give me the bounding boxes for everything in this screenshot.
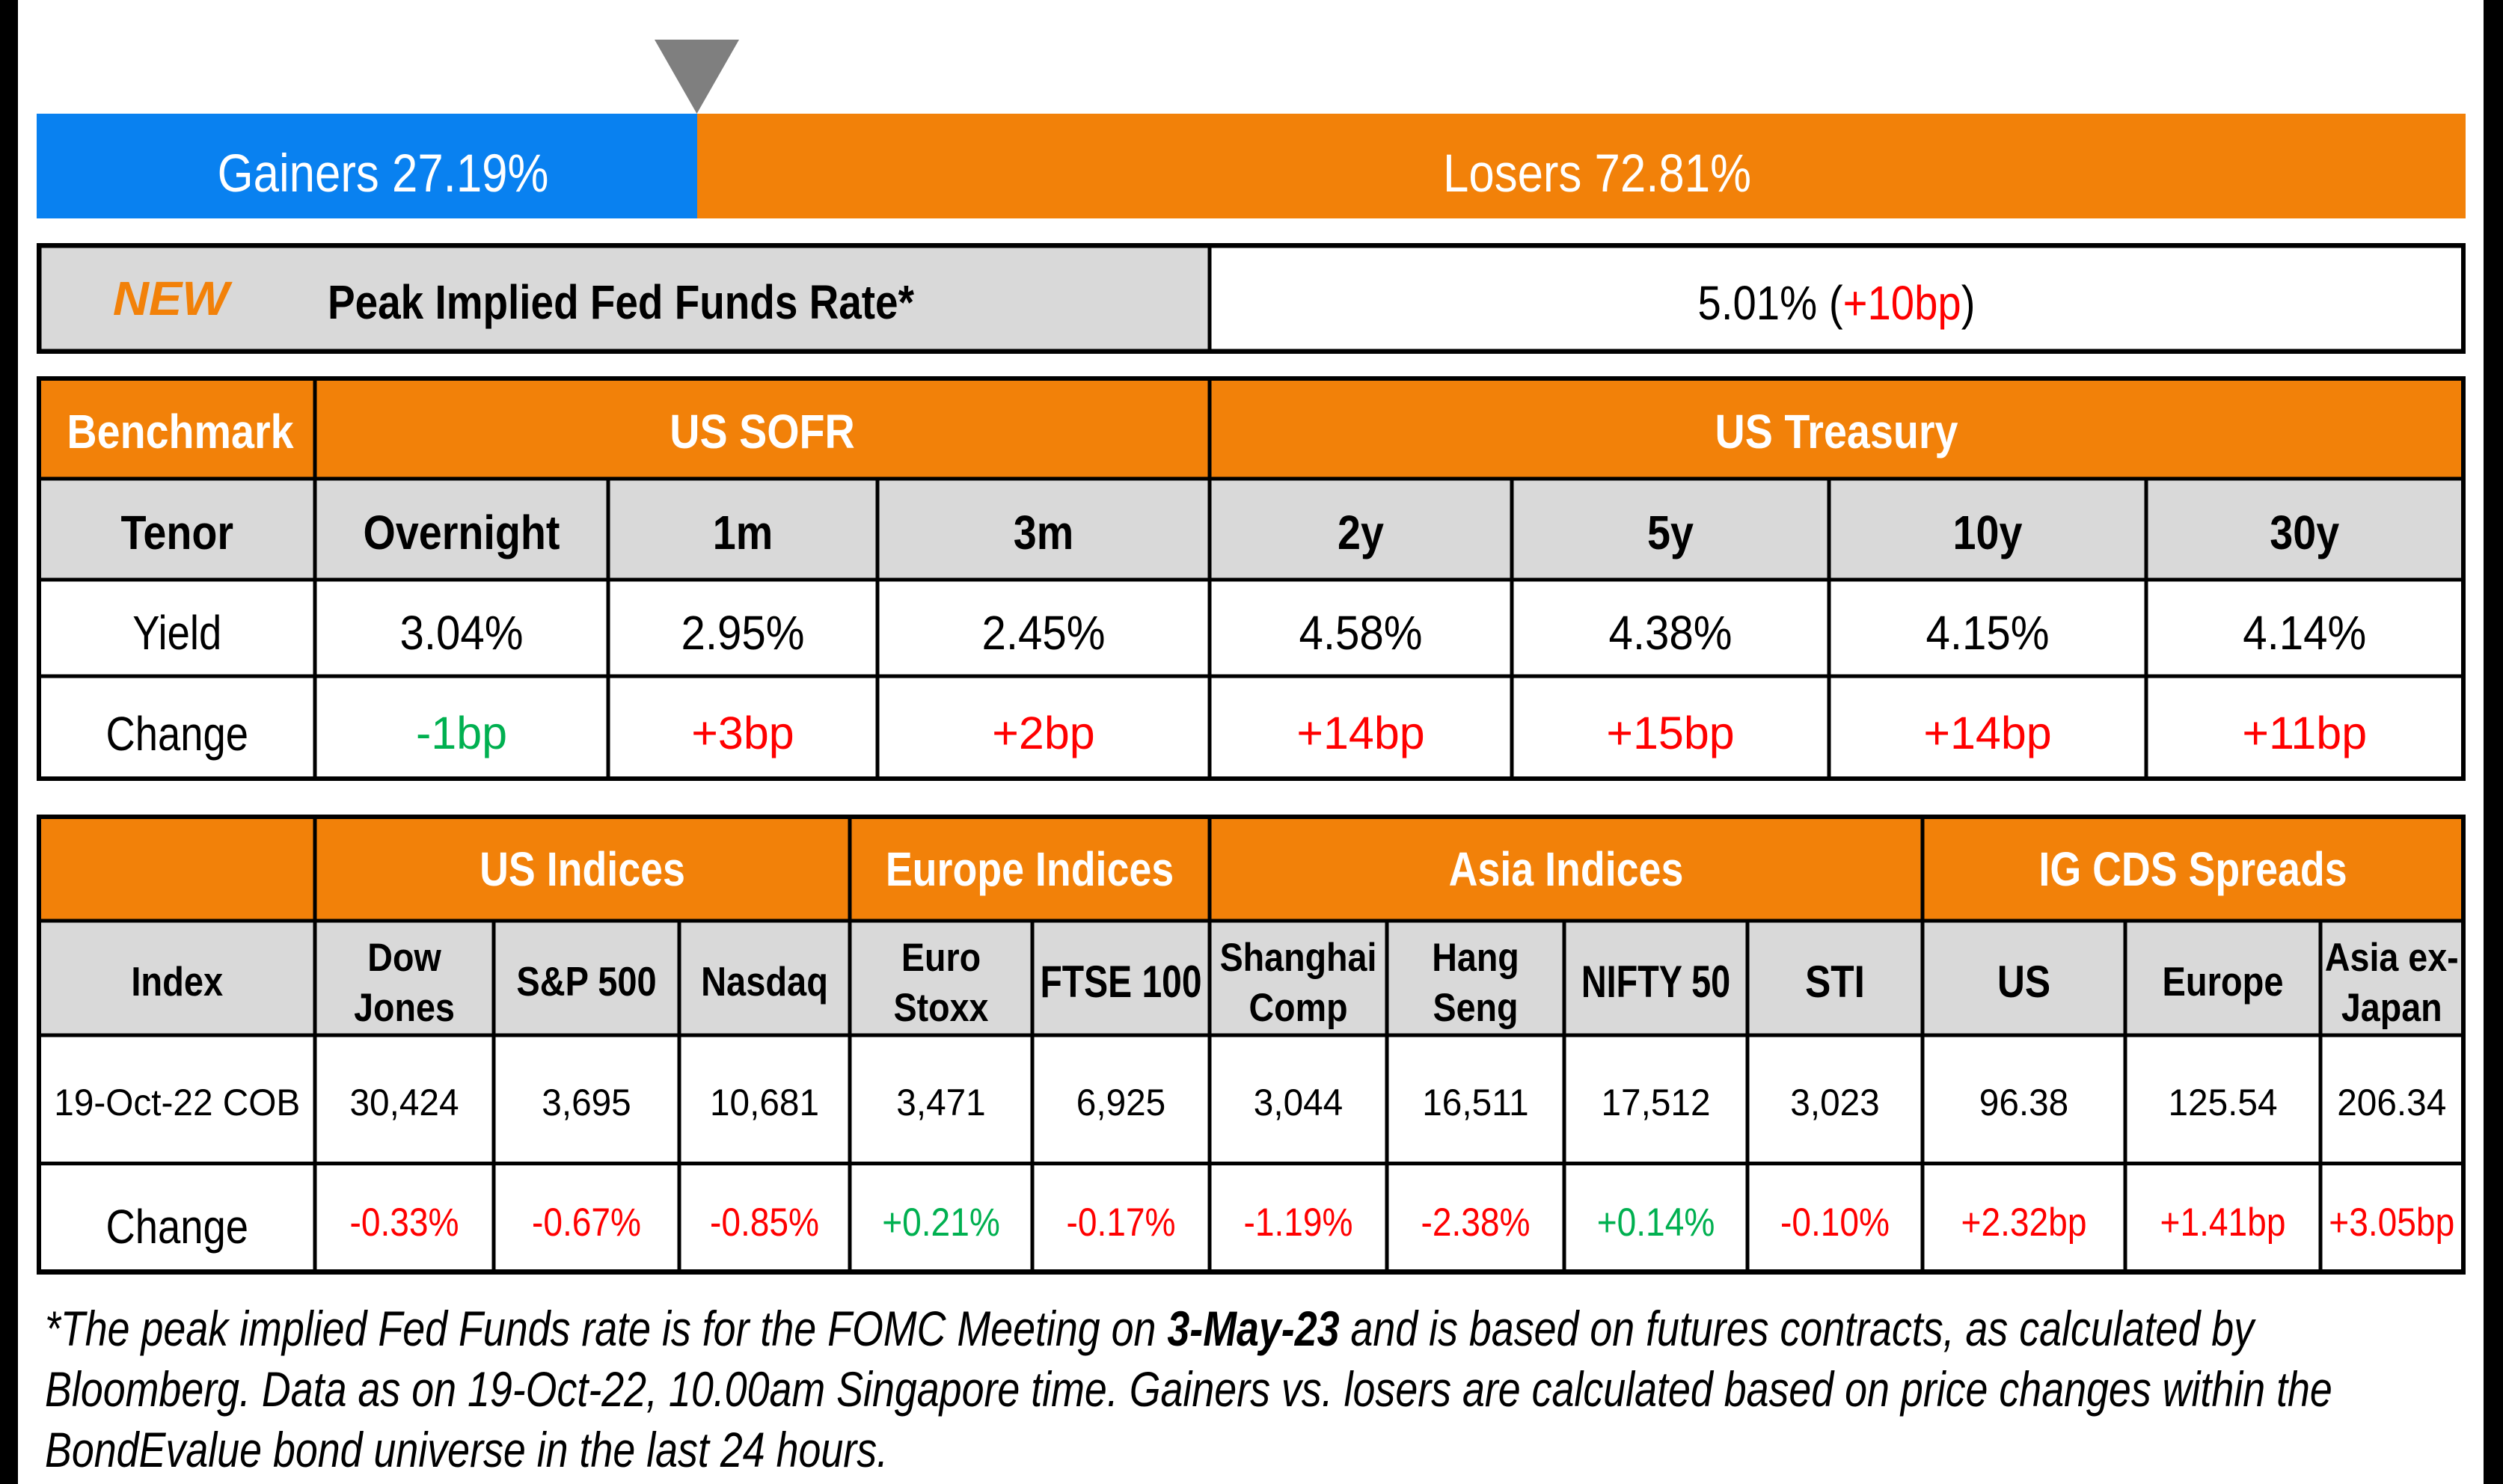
svg-text:Index: Index — [131, 959, 223, 1005]
svg-text:Asia ex-: Asia ex- — [2325, 935, 2459, 979]
svg-text:1m: 1m — [713, 506, 773, 559]
svg-text:Nasdaq: Nasdaq — [701, 959, 828, 1005]
svg-text:Stoxx: Stoxx — [894, 985, 989, 1029]
svg-text:3,023: 3,023 — [1790, 1082, 1879, 1123]
svg-text:6,925: 6,925 — [1076, 1082, 1165, 1123]
svg-text:NIFTY 50: NIFTY 50 — [1581, 957, 1730, 1007]
svg-text:10,681: 10,681 — [710, 1082, 819, 1123]
svg-text:Losers 72.81%: Losers 72.81% — [1443, 144, 1751, 203]
svg-text:FTSE 100: FTSE 100 — [1040, 957, 1201, 1007]
svg-text:3,044: 3,044 — [1254, 1082, 1343, 1123]
svg-text:4.14%: 4.14% — [2243, 606, 2366, 659]
svg-text:96.38: 96.38 — [1979, 1082, 2068, 1123]
svg-text:S&P 500: S&P 500 — [516, 959, 656, 1005]
svg-text:Benchmark: Benchmark — [67, 405, 294, 458]
svg-text:Tenor: Tenor — [120, 506, 233, 559]
svg-text:-1.19%: -1.19% — [1243, 1200, 1352, 1245]
svg-text:+2.32bp: +2.32bp — [1961, 1200, 2087, 1245]
svg-text:30y: 30y — [2270, 506, 2339, 559]
svg-text:+15bp: +15bp — [1606, 708, 1734, 758]
svg-text:+1.41bp: +1.41bp — [2160, 1200, 2286, 1245]
svg-text:Seng: Seng — [1433, 985, 1519, 1029]
svg-text:Gainers 27.19%: Gainers 27.19% — [218, 144, 549, 203]
svg-text:16,511: 16,511 — [1422, 1082, 1528, 1123]
svg-text:-0.67%: -0.67% — [532, 1200, 641, 1245]
svg-text:206.34: 206.34 — [2337, 1082, 2446, 1123]
svg-text:30,424: 30,424 — [349, 1082, 459, 1123]
svg-text:5.01% (+10bp): 5.01% (+10bp) — [1698, 276, 1976, 330]
svg-text:Change: Change — [105, 707, 248, 761]
svg-text:3,471: 3,471 — [896, 1082, 985, 1123]
svg-text:Euro: Euro — [901, 935, 981, 979]
svg-text:Overnight: Overnight — [364, 506, 560, 559]
svg-text:19-Oct-22 COB: 19-Oct-22 COB — [54, 1082, 300, 1123]
svg-text:-0.85%: -0.85% — [710, 1200, 819, 1245]
svg-text:-0.10%: -0.10% — [1780, 1200, 1890, 1245]
svg-text:-0.17%: -0.17% — [1066, 1200, 1175, 1245]
svg-text:3.04%: 3.04% — [399, 606, 523, 659]
svg-text:2.45%: 2.45% — [981, 606, 1105, 659]
svg-text:+3bp: +3bp — [691, 708, 794, 758]
svg-text:4.58%: 4.58% — [1299, 606, 1422, 659]
svg-text:2y: 2y — [1338, 506, 1385, 559]
svg-text:BondEvalue bond universe in th: BondEvalue bond universe in the last 24 … — [45, 1423, 888, 1477]
svg-text:Shanghai: Shanghai — [1220, 935, 1377, 979]
svg-text:Peak Implied Fed Funds Rate*: Peak Implied Fed Funds Rate* — [328, 275, 915, 329]
svg-text:Japan: Japan — [2341, 985, 2442, 1029]
svg-text:IG CDS Spreads: IG CDS Spreads — [2038, 842, 2347, 897]
svg-text:3m: 3m — [1014, 506, 1073, 559]
svg-text:+14bp: +14bp — [1923, 708, 2051, 758]
svg-text:+0.14%: +0.14% — [1597, 1200, 1715, 1245]
svg-text:Jones: Jones — [354, 985, 455, 1029]
svg-text:Hang: Hang — [1432, 935, 1519, 979]
svg-text:2.95%: 2.95% — [681, 606, 804, 659]
svg-text:Comp: Comp — [1249, 985, 1347, 1029]
svg-text:Dow: Dow — [367, 935, 441, 979]
svg-text:4.38%: 4.38% — [1608, 606, 1732, 659]
svg-text:Europe Indices: Europe Indices — [886, 842, 1174, 897]
svg-text:Yield: Yield — [132, 606, 221, 660]
svg-text:US: US — [1997, 956, 2050, 1007]
svg-text:17,512: 17,512 — [1601, 1082, 1710, 1123]
svg-text:4.15%: 4.15% — [1925, 606, 2049, 659]
svg-text:+2bp: +2bp — [992, 708, 1094, 758]
svg-text:5y: 5y — [1647, 506, 1694, 559]
svg-text:US SOFR: US SOFR — [670, 405, 854, 458]
svg-text:*The peak implied Fed Funds ra: *The peak implied Fed Funds rate is for … — [45, 1301, 2257, 1356]
svg-text:Europe: Europe — [2163, 959, 2284, 1005]
svg-text:US Treasury: US Treasury — [1715, 405, 1958, 458]
svg-text:+14bp: +14bp — [1296, 708, 1424, 758]
svg-text:+3.05bp: +3.05bp — [2329, 1200, 2454, 1245]
svg-text:Bloomberg. Data as on 19-Oct-2: Bloomberg. Data as on 19-Oct-22, 10.00am… — [45, 1362, 2332, 1417]
svg-text:125.54: 125.54 — [2168, 1082, 2277, 1123]
svg-text:3,695: 3,695 — [542, 1082, 631, 1123]
svg-text:10y: 10y — [1953, 506, 2023, 559]
svg-text:NEW: NEW — [113, 272, 233, 325]
svg-text:+11bp: +11bp — [2242, 708, 2367, 758]
svg-text:+0.21%: +0.21% — [882, 1200, 1000, 1245]
svg-text:Change: Change — [105, 1200, 248, 1254]
svg-text:-1bp: -1bp — [416, 708, 507, 758]
svg-text:Asia Indices: Asia Indices — [1449, 842, 1684, 897]
svg-text:STI: STI — [1805, 956, 1865, 1007]
svg-text:-0.33%: -0.33% — [349, 1200, 459, 1245]
svg-text:-2.38%: -2.38% — [1421, 1200, 1530, 1245]
svg-text:US Indices: US Indices — [480, 842, 685, 897]
